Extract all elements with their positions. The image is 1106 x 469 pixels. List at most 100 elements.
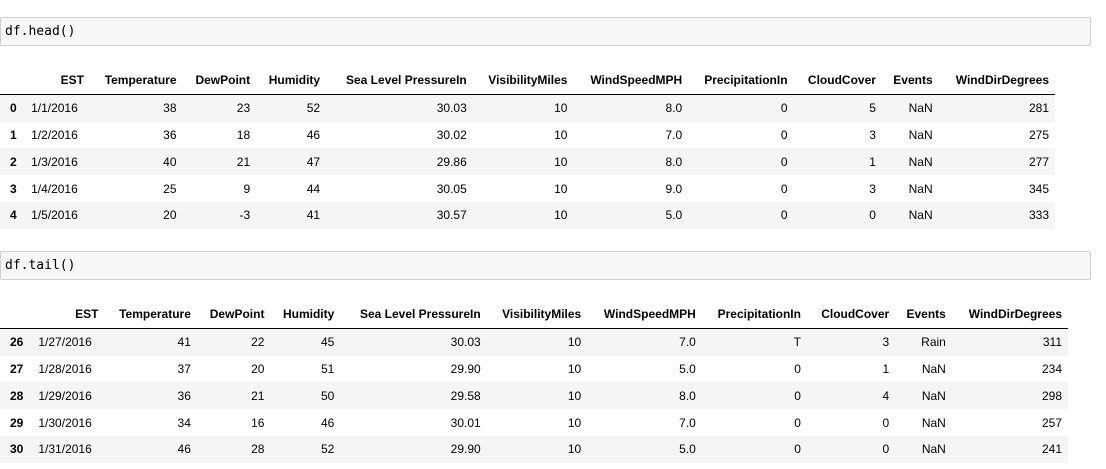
column-header: Humidity <box>256 67 327 95</box>
table-cell: T <box>793 335 801 350</box>
column-header: WindSpeedMPH <box>573 67 689 95</box>
table-cell: NaN <box>921 442 946 457</box>
table-cell: 0 <box>780 127 788 142</box>
table-cell: 1 <box>869 154 876 169</box>
table-cell: 52 <box>306 101 321 116</box>
column-header: Humidity <box>270 301 341 329</box>
row-index: 26 <box>10 335 24 350</box>
table-cell: 5 <box>869 101 876 116</box>
table-cell: 25 <box>163 181 177 196</box>
table-cell: 10 <box>554 208 568 223</box>
table-cell: 16 <box>251 415 265 430</box>
table-cell: 241 <box>1041 442 1062 457</box>
table-cell: 34 <box>177 415 191 430</box>
table-cell: 1/3/2016 <box>31 154 78 169</box>
table-cell: 234 <box>1041 361 1062 376</box>
row-index: 4 <box>10 208 17 223</box>
table-cell: 30.02 <box>436 127 467 142</box>
table-cell: 257 <box>1041 415 1062 430</box>
table-cell: 29.90 <box>450 361 481 376</box>
column-header: Sea Level PressureIn <box>340 301 487 329</box>
table-cell: 5.0 <box>665 208 683 223</box>
table-cell: 10 <box>567 388 582 403</box>
table-row: 28 1/29/2016 36 21 50 29.58 10 8.0 0 4 NaN 298 <box>0 382 1068 410</box>
table-cell: NaN <box>908 208 933 223</box>
table-cell: 30.57 <box>436 208 467 223</box>
table-cell: 1/30/2016 <box>38 415 92 430</box>
table-cell: 1/5/2016 <box>31 208 78 223</box>
table-row: 29 1/30/2016 34 16 46 30.01 10 7.0 0 0 NaN 257 <box>0 409 1068 436</box>
table-cell: 28 <box>251 442 265 457</box>
table-cell: NaN <box>908 101 933 116</box>
dataframe-table-tail: EST Temperature DewPoint Humidity Sea Level … <box>0 301 1068 463</box>
table-cell: 275 <box>1028 127 1049 142</box>
column-header: DewPoint <box>196 301 271 329</box>
column-header: DewPoint <box>182 67 257 95</box>
table-cell: 0 <box>869 208 876 223</box>
table-cell: 1/31/2016 <box>38 442 92 457</box>
column-header: Events <box>895 301 952 329</box>
table-cell: 277 <box>1028 154 1049 169</box>
table-cell: 281 <box>1028 101 1049 116</box>
table-cell: 10 <box>567 442 582 457</box>
column-header: Temperature <box>104 301 197 329</box>
table-header-row: EST Temperature DewPoint Humidity Sea Level … <box>0 301 1068 329</box>
column-header: PrecipitationIn <box>701 301 807 329</box>
table-cell: 0 <box>794 361 801 376</box>
table-cell: 30.03 <box>450 335 481 350</box>
table-row: 27 1/28/2016 37 20 51 29.90 10 5.0 0 1 NaN 234 <box>0 356 1068 383</box>
table-cell: 298 <box>1041 388 1062 403</box>
table-cell: 1/1/2016 <box>31 101 78 116</box>
code-text: df.tail() <box>5 258 76 273</box>
table-cell: 5.0 <box>679 442 696 457</box>
table-cell: 44 <box>306 181 321 196</box>
column-header: VisibilityMiles <box>486 301 588 329</box>
table-cell: NaN <box>921 415 946 430</box>
table-cell: NaN <box>908 181 933 196</box>
table-cell: 46 <box>320 415 335 430</box>
table-cell: 1/2/2016 <box>31 127 78 142</box>
table-cell: 9.0 <box>665 181 683 196</box>
column-header: Sea Level PressureIn <box>326 67 473 95</box>
column-header: CloudCover <box>806 301 896 329</box>
table-cell: -3 <box>239 208 251 223</box>
code-cell-input-tail[interactable]: df.tail() <box>0 251 1091 280</box>
table-cell: 3 <box>869 181 876 196</box>
table-cell: 18 <box>236 127 251 142</box>
row-index: 2 <box>10 154 17 169</box>
row-index: 29 <box>10 415 24 430</box>
column-header: PrecipitationIn <box>688 67 794 95</box>
table-cell: 0 <box>794 442 801 457</box>
code-text: df.head() <box>5 24 76 39</box>
table-cell: 1/28/2016 <box>38 361 92 376</box>
table-cell: 10 <box>554 127 568 142</box>
column-header: WindDirDegrees <box>938 67 1055 95</box>
table-cell: 3 <box>882 335 890 350</box>
table-cell: 7.0 <box>679 335 696 350</box>
table-cell: NaN <box>908 154 933 169</box>
table-cell: 23 <box>236 101 251 116</box>
table-row: 4 1/5/2016 20 -3 41 30.57 10 5.0 0 0 NaN 333 <box>0 201 1055 229</box>
column-header: WindSpeedMPH <box>587 301 702 329</box>
table-row: 30 1/31/2016 46 28 52 29.90 10 5.0 0 0 NaN 241 <box>0 435 1068 463</box>
table-cell: 36 <box>163 127 177 142</box>
table-cell: NaN <box>921 388 946 403</box>
table-cell: 41 <box>177 335 191 350</box>
table-cell: 1/4/2016 <box>31 181 78 196</box>
table-cell: 0 <box>882 442 890 457</box>
table-cell: 9 <box>243 181 251 196</box>
column-header: Temperature <box>89 67 183 95</box>
table-cell: NaN <box>921 361 946 376</box>
table-cell: 1 <box>882 361 890 376</box>
table-row: 0 1/1/2016 38 23 52 30.03 10 8.0 0 5 NaN 281 <box>0 94 1055 122</box>
table-cell: 5.0 <box>679 361 696 376</box>
table-cell: 52 <box>320 442 335 457</box>
column-header: EST <box>32 301 105 329</box>
table-cell: 10 <box>567 335 582 350</box>
table-cell: 22 <box>251 335 265 350</box>
table-cell: 29.90 <box>450 442 481 457</box>
table-cell: 29.58 <box>450 388 481 403</box>
code-cell-input-head[interactable]: df.head() <box>0 17 1091 46</box>
table-cell: 333 <box>1028 208 1049 223</box>
table-cell: 21 <box>251 388 265 403</box>
